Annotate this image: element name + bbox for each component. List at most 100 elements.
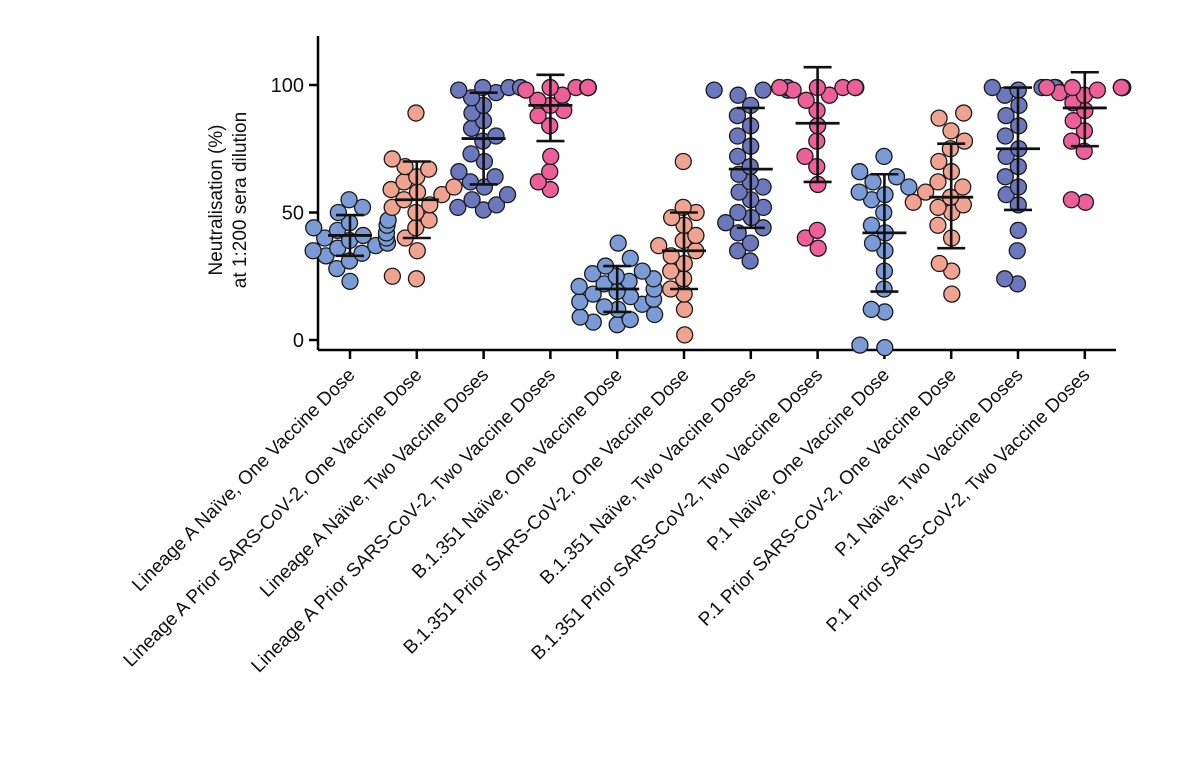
data-point xyxy=(383,267,402,285)
data-points xyxy=(304,78,1132,357)
data-point xyxy=(929,198,947,217)
data-point xyxy=(621,249,639,268)
data-point xyxy=(863,234,882,252)
data-point xyxy=(809,239,827,257)
data-point xyxy=(1088,81,1107,99)
data-point xyxy=(1112,78,1131,97)
data-point xyxy=(486,168,504,186)
data-point xyxy=(754,81,772,99)
y-tick-label: 100 xyxy=(271,75,304,97)
data-point xyxy=(450,163,468,181)
data-point xyxy=(997,106,1015,125)
data-point xyxy=(983,78,1001,97)
data-point xyxy=(553,86,571,104)
data-point xyxy=(461,173,479,191)
data-point xyxy=(487,196,506,214)
data-point xyxy=(542,147,560,166)
data-point xyxy=(674,152,692,171)
data-point xyxy=(570,277,588,296)
data-point xyxy=(705,81,723,99)
data-point xyxy=(328,259,346,278)
y-tick-label: 0 xyxy=(293,330,304,352)
data-point xyxy=(730,183,748,201)
data-point xyxy=(353,244,371,262)
data-point xyxy=(930,152,948,171)
data-point xyxy=(687,226,705,245)
data-point xyxy=(770,78,789,97)
data-point xyxy=(887,168,906,186)
data-point xyxy=(487,127,505,145)
data-point xyxy=(450,81,468,99)
data-point xyxy=(929,173,947,191)
data-point xyxy=(862,216,881,234)
data-point xyxy=(1008,242,1026,260)
data-point xyxy=(930,109,948,127)
data-point xyxy=(729,203,747,222)
data-point xyxy=(820,86,839,104)
data-point xyxy=(728,127,747,145)
data-point xyxy=(1062,191,1081,209)
data-point xyxy=(796,147,814,166)
data-point xyxy=(383,150,401,168)
data-point xyxy=(633,262,651,280)
category-label: Lineage A Prior SARS-CoV-2, Two Vaccine … xyxy=(248,365,560,677)
data-point xyxy=(420,160,438,178)
data-point xyxy=(729,86,747,104)
data-point xyxy=(797,91,815,109)
data-point xyxy=(876,338,894,357)
data-point xyxy=(955,104,973,122)
data-point xyxy=(862,300,880,319)
data-point xyxy=(1038,78,1056,97)
data-point xyxy=(675,300,694,319)
data-point xyxy=(1063,78,1082,97)
data-point xyxy=(305,219,323,237)
data-point xyxy=(1064,112,1082,130)
data-point xyxy=(340,191,358,209)
data-point xyxy=(1009,221,1027,240)
data-point xyxy=(609,234,627,252)
data-point xyxy=(846,78,864,97)
axes xyxy=(316,36,1116,352)
data-point xyxy=(850,183,868,201)
data-point xyxy=(929,216,947,234)
data-point xyxy=(382,180,400,199)
data-point xyxy=(1076,193,1095,211)
data-point xyxy=(997,185,1015,204)
data-point xyxy=(579,78,597,97)
data-point xyxy=(864,173,882,191)
data-point xyxy=(875,147,893,166)
data-point xyxy=(304,242,322,260)
data-point xyxy=(408,242,426,260)
data-point xyxy=(529,173,547,191)
data-point xyxy=(943,285,961,303)
data-point xyxy=(728,242,747,260)
y-axis-title-line-2: at 1:200 sera dilution xyxy=(230,112,251,288)
data-point xyxy=(407,270,426,288)
data-point xyxy=(741,252,759,270)
mean-sd-bars xyxy=(328,65,1107,314)
data-point xyxy=(851,163,869,181)
data-point xyxy=(728,106,747,125)
data-point xyxy=(996,270,1014,288)
data-point xyxy=(955,132,974,150)
data-point xyxy=(996,127,1015,145)
data-point xyxy=(943,262,961,280)
y-axis-title: Neutralisation (%) at 1:200 sera dilutio… xyxy=(206,112,251,288)
data-point xyxy=(462,145,480,163)
data-point xyxy=(517,81,535,99)
data-point xyxy=(463,191,481,209)
data-point xyxy=(341,272,359,291)
category-label: Lineage A Prior SARS-CoV-2, One Vaccine … xyxy=(120,365,427,672)
data-point xyxy=(942,122,960,140)
data-point xyxy=(930,254,948,273)
data-point xyxy=(904,193,922,211)
data-point xyxy=(676,326,694,344)
data-point xyxy=(851,336,869,354)
data-point xyxy=(728,147,747,166)
y-axis-title-line-1: Neutralisation (%) xyxy=(206,125,227,276)
data-point xyxy=(954,178,972,196)
data-point xyxy=(717,214,735,232)
data-point xyxy=(571,308,589,326)
category-labels: Lineage A Naïve, One Vaccine DoseLineage… xyxy=(120,365,1095,677)
